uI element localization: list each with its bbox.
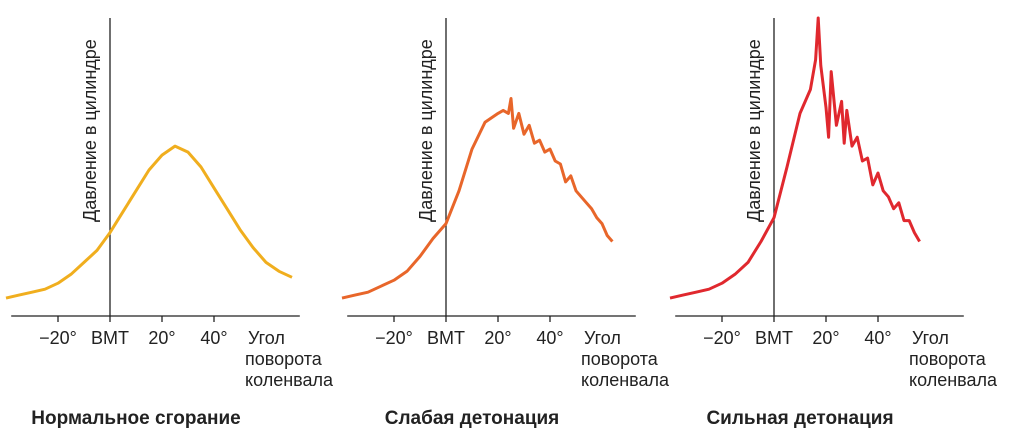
x-tick-label: −20°: [703, 328, 741, 348]
x-axis-label: Угол: [248, 328, 285, 348]
pressure-line: [341, 97, 614, 300]
x-axis-label: коленвала: [245, 370, 334, 390]
x-tick-label: 20°: [148, 328, 175, 348]
x-tick-label: 40°: [200, 328, 227, 348]
pressure-line: [669, 16, 921, 300]
x-axis-label: поворота: [581, 349, 659, 369]
x-axis-label: коленвала: [909, 370, 998, 390]
x-axis-label: Угол: [912, 328, 949, 348]
chart-title: Нормальное сгорание: [31, 408, 240, 429]
y-axis-label: Давление в цилиндре: [416, 39, 436, 222]
chart-title: Слабая детонация: [385, 408, 560, 429]
x-tick-label: −20°: [375, 328, 413, 348]
x-tick-label: 20°: [484, 328, 511, 348]
x-tick-label: −20°: [39, 328, 77, 348]
x-tick-label: 40°: [864, 328, 891, 348]
x-axis-label: коленвала: [581, 370, 670, 390]
x-tick-label: 20°: [812, 328, 839, 348]
x-axis-label: поворота: [245, 349, 323, 369]
pressure-line: [5, 144, 293, 300]
x-axis-label: поворота: [909, 349, 987, 369]
x-axis-label: Угол: [584, 328, 621, 348]
x-tick-label: 40°: [536, 328, 563, 348]
y-axis-label: Давление в цилиндре: [744, 39, 764, 222]
y-axis-label: Давление в цилиндре: [80, 39, 100, 222]
chart-title: Сильная детонация: [706, 408, 893, 429]
x-tick-label: BMT: [755, 328, 793, 348]
x-tick-label: BMT: [91, 328, 129, 348]
x-tick-label: BMT: [427, 328, 465, 348]
